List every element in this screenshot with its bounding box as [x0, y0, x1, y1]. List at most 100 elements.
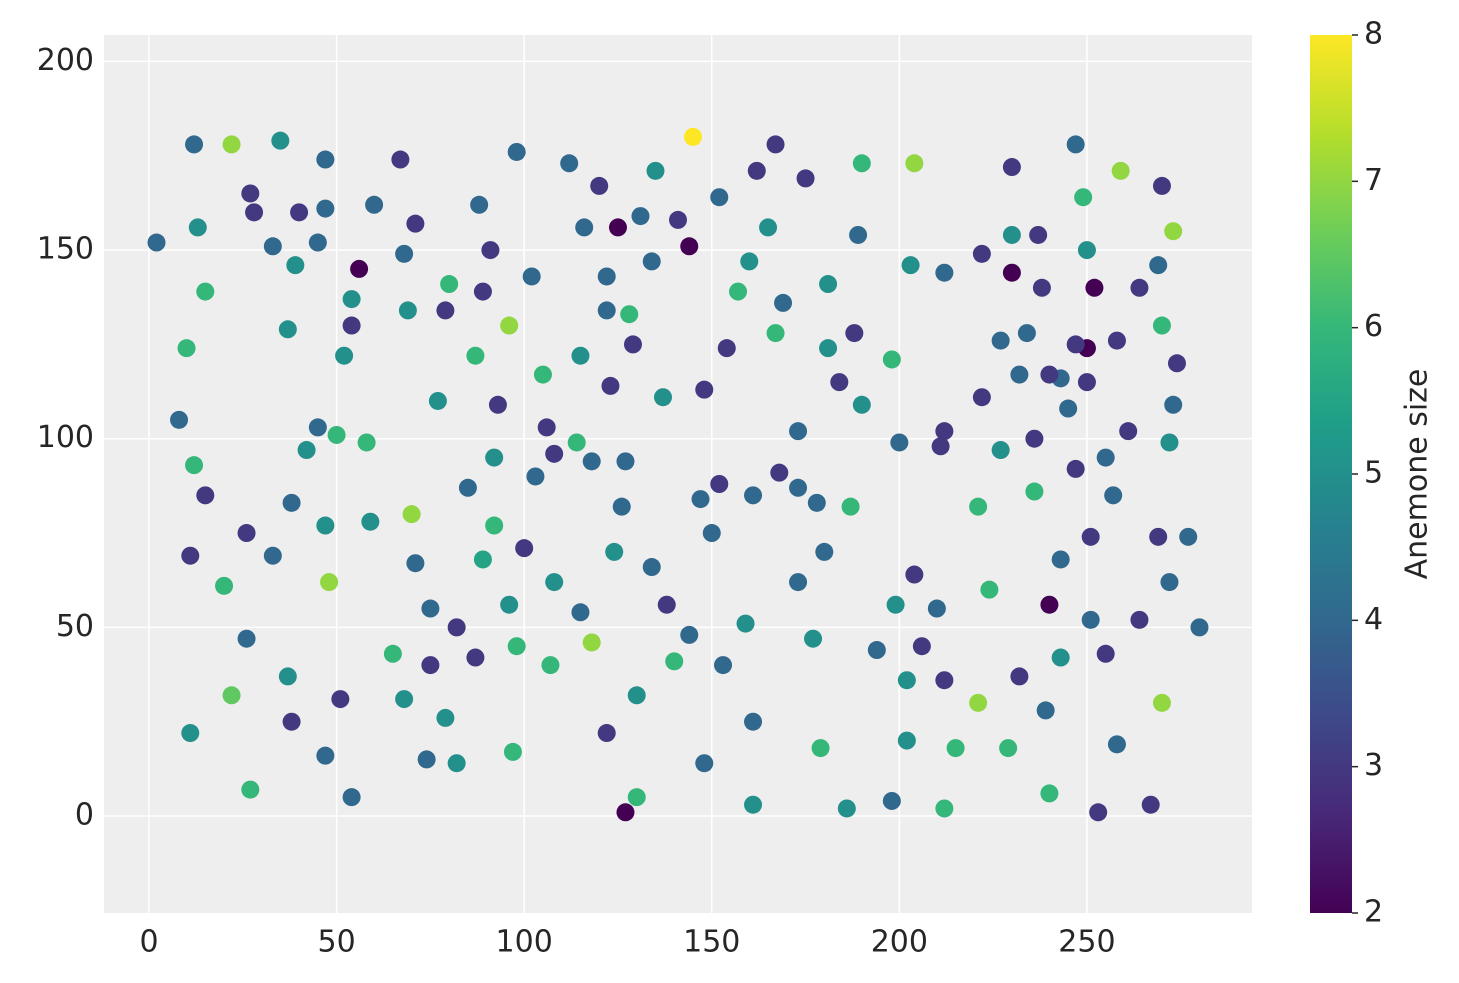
point	[590, 176, 609, 195]
point	[440, 275, 459, 294]
point	[710, 474, 729, 493]
x-tick-label: 250	[1058, 925, 1115, 960]
point	[665, 652, 684, 671]
point	[560, 154, 579, 173]
point	[1040, 784, 1059, 803]
colorbar-tick-label: 2	[1364, 895, 1383, 930]
point	[631, 207, 650, 226]
point	[1051, 648, 1070, 667]
point	[980, 580, 999, 599]
x-tick-label: 50	[318, 925, 356, 960]
point	[1152, 176, 1171, 195]
point	[1010, 365, 1029, 384]
point	[642, 252, 661, 271]
point	[271, 131, 290, 150]
point	[436, 708, 455, 727]
point	[605, 542, 624, 561]
point	[241, 780, 260, 799]
colorbar-tick-label: 7	[1364, 163, 1383, 198]
point	[969, 497, 988, 516]
point	[320, 573, 339, 592]
point	[927, 599, 946, 618]
point	[436, 301, 455, 320]
point	[545, 573, 564, 592]
point	[740, 252, 759, 271]
point	[1107, 735, 1126, 754]
point	[744, 795, 763, 814]
point	[852, 395, 871, 414]
point	[417, 750, 436, 769]
point	[473, 282, 492, 301]
point	[623, 335, 642, 354]
point	[308, 233, 327, 252]
point	[620, 305, 639, 324]
point	[616, 452, 635, 471]
point	[759, 218, 778, 237]
point	[830, 373, 849, 392]
point	[1179, 527, 1198, 546]
point	[1059, 399, 1078, 418]
point	[931, 437, 950, 456]
point	[819, 339, 838, 358]
point	[1077, 241, 1096, 260]
point	[447, 754, 466, 773]
point	[1152, 693, 1171, 712]
point	[575, 218, 594, 237]
point	[1089, 803, 1108, 822]
point	[466, 648, 485, 667]
point	[1152, 316, 1171, 335]
point	[458, 478, 477, 497]
point	[1081, 527, 1100, 546]
point	[571, 603, 590, 622]
point	[1104, 486, 1123, 505]
point	[597, 267, 616, 286]
point	[342, 316, 361, 335]
colorbar-tick-label: 6	[1364, 309, 1383, 344]
point	[391, 150, 410, 169]
point	[398, 301, 417, 320]
point	[601, 376, 620, 395]
point	[935, 799, 954, 818]
point	[481, 241, 500, 260]
point	[1077, 373, 1096, 392]
point	[383, 644, 402, 663]
point	[710, 188, 729, 207]
point	[597, 301, 616, 320]
point	[972, 388, 991, 407]
point	[507, 637, 526, 656]
point	[571, 346, 590, 365]
point	[946, 739, 965, 758]
point	[421, 599, 440, 618]
point	[807, 493, 826, 512]
point	[342, 788, 361, 807]
point	[969, 693, 988, 712]
point	[627, 686, 646, 705]
point	[357, 433, 376, 452]
point	[361, 512, 380, 531]
point	[642, 558, 661, 577]
point	[533, 365, 552, 384]
point	[447, 618, 466, 637]
point	[1002, 225, 1021, 244]
point	[522, 267, 541, 286]
point	[541, 656, 560, 675]
plot-area	[104, 35, 1252, 913]
point	[905, 565, 924, 584]
point	[428, 391, 447, 410]
point	[695, 754, 714, 773]
point	[616, 803, 635, 822]
point	[972, 244, 991, 263]
point	[1066, 335, 1085, 354]
point	[901, 256, 920, 275]
point	[395, 690, 414, 709]
point	[905, 154, 924, 173]
y-tick-label: 200	[37, 43, 94, 78]
point	[935, 671, 954, 690]
point	[473, 550, 492, 569]
point	[245, 203, 264, 222]
point	[1002, 158, 1021, 177]
point	[421, 656, 440, 675]
point	[406, 554, 425, 573]
point	[316, 150, 335, 169]
